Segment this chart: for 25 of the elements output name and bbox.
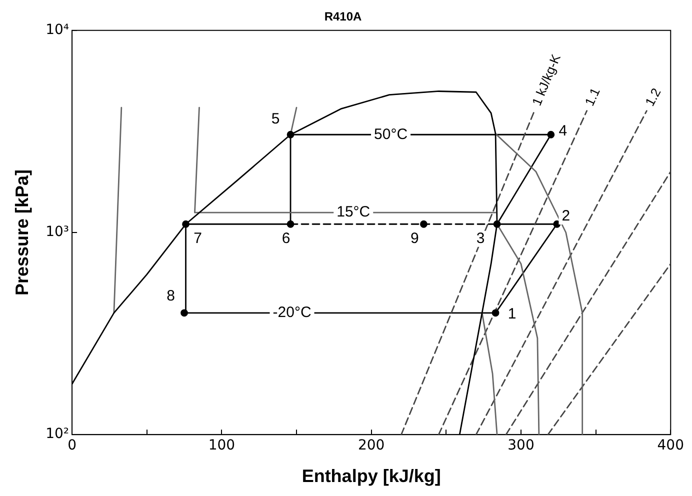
annotation: 1 bbox=[508, 306, 516, 323]
annotation: 15°C bbox=[336, 204, 370, 221]
x-axis-title: Enthalpy [kJ/kg] bbox=[302, 466, 441, 486]
annotation: 2 bbox=[562, 208, 570, 225]
annotation: 4 bbox=[558, 122, 568, 140]
x-tick-label: 0 bbox=[68, 438, 76, 454]
x-tick-label: 200 bbox=[358, 438, 385, 454]
chart-title: R410A bbox=[324, 10, 362, 24]
text: 1.1 bbox=[582, 85, 603, 108]
x-tick-label: 100 bbox=[208, 438, 236, 454]
y-tick-label: 10³ bbox=[46, 224, 70, 240]
annotation: 9 bbox=[410, 230, 419, 248]
x-tick-label: 400 bbox=[657, 438, 684, 454]
annotation: 8 bbox=[166, 287, 175, 304]
annotation: 5 bbox=[271, 110, 280, 128]
x-tick-label: 300 bbox=[508, 438, 534, 454]
annotation: 6 bbox=[282, 230, 290, 248]
text: 1.2 bbox=[642, 86, 664, 109]
annotation: 3 bbox=[476, 230, 485, 248]
annotation: 50°C bbox=[374, 126, 408, 143]
y-axis-title: Pressure [kPa] bbox=[12, 169, 32, 296]
y-tick-label: 10⁴ bbox=[46, 22, 70, 38]
y-tick-label: 10² bbox=[46, 426, 70, 442]
annotation: -20°C bbox=[272, 304, 312, 322]
annotation: 7 bbox=[194, 230, 202, 248]
